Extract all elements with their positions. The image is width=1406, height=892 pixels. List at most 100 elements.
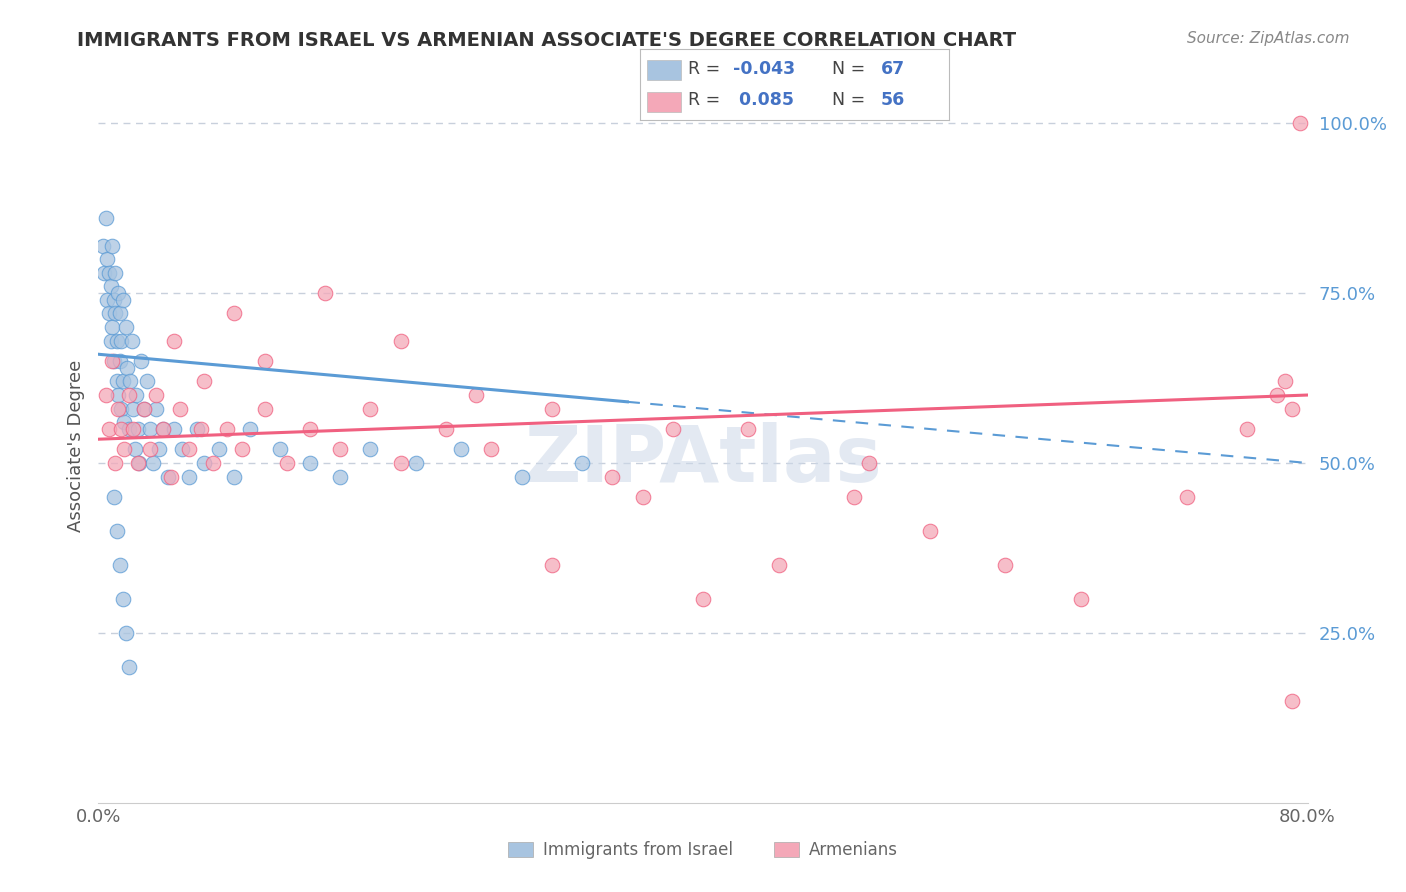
Point — [329, 469, 352, 483]
Point — [631, 490, 654, 504]
Point — [104, 306, 127, 320]
Point — [405, 456, 427, 470]
Point — [170, 442, 193, 457]
Point — [145, 401, 167, 416]
Text: IMMIGRANTS FROM ISRAEL VS ARMENIAN ASSOCIATE'S DEGREE CORRELATION CHART: IMMIGRANTS FROM ISRAEL VS ARMENIAN ASSOC… — [77, 31, 1017, 50]
Point — [101, 354, 124, 368]
Point — [110, 422, 132, 436]
Point — [737, 422, 759, 436]
Point — [101, 238, 124, 252]
Point — [94, 211, 117, 226]
Point — [768, 558, 790, 572]
Point — [224, 306, 246, 320]
Point — [314, 286, 336, 301]
Point — [122, 422, 145, 436]
Point — [120, 375, 142, 389]
Point — [239, 422, 262, 436]
Point — [103, 293, 125, 307]
Point — [360, 442, 382, 457]
Point — [115, 360, 138, 375]
Text: 67: 67 — [882, 60, 905, 78]
FancyBboxPatch shape — [647, 61, 682, 80]
Point — [118, 660, 141, 674]
Point — [145, 388, 167, 402]
Point — [434, 422, 457, 436]
Point — [1175, 490, 1198, 504]
Point — [918, 524, 941, 538]
Point — [208, 442, 231, 457]
Point — [360, 401, 382, 416]
Point — [105, 375, 128, 389]
Point — [104, 456, 127, 470]
Text: R =: R = — [688, 60, 725, 78]
Point — [103, 490, 125, 504]
Point — [190, 422, 212, 436]
Point — [661, 422, 683, 436]
Point — [858, 456, 880, 470]
Point — [510, 469, 533, 483]
Point — [91, 238, 114, 252]
Text: -0.043: -0.043 — [733, 60, 794, 78]
Point — [179, 469, 201, 483]
Point — [108, 354, 131, 368]
Point — [103, 354, 125, 368]
Point — [110, 334, 132, 348]
Point — [105, 524, 128, 538]
Point — [139, 422, 162, 436]
Text: N =: N = — [831, 60, 870, 78]
Point — [269, 442, 291, 457]
Text: ZIPAtlas: ZIPAtlas — [524, 422, 882, 499]
Text: R =: R = — [688, 92, 725, 110]
Point — [389, 456, 412, 470]
Point — [329, 442, 352, 457]
Point — [1267, 388, 1289, 402]
Point — [465, 388, 488, 402]
Point — [163, 334, 186, 348]
Point — [96, 252, 118, 266]
Point — [135, 375, 157, 389]
Point — [215, 422, 238, 436]
Point — [114, 626, 136, 640]
Point — [299, 456, 322, 470]
Point — [540, 558, 562, 572]
Point — [124, 442, 146, 457]
Point — [299, 422, 322, 436]
Legend: Immigrants from Israel, Armenians: Immigrants from Israel, Armenians — [501, 835, 905, 866]
Point — [152, 422, 174, 436]
Point — [112, 442, 135, 457]
Point — [100, 334, 122, 348]
Point — [93, 266, 115, 280]
Point — [844, 490, 866, 504]
Point — [156, 469, 179, 483]
Point — [540, 401, 562, 416]
Point — [1274, 375, 1296, 389]
Point — [101, 320, 124, 334]
Text: 0.085: 0.085 — [733, 92, 793, 110]
Point — [98, 266, 121, 280]
Point — [571, 456, 593, 470]
Point — [193, 456, 215, 470]
Point — [105, 334, 128, 348]
Point — [121, 334, 143, 348]
Point — [111, 293, 134, 307]
Point — [1236, 422, 1258, 436]
Point — [127, 422, 149, 436]
Point — [122, 401, 145, 416]
Y-axis label: Associate's Degree: Associate's Degree — [66, 359, 84, 533]
Point — [231, 442, 253, 457]
Point — [129, 354, 152, 368]
Point — [100, 279, 122, 293]
Point — [142, 456, 165, 470]
Point — [107, 401, 129, 416]
Point — [193, 375, 215, 389]
Point — [111, 591, 134, 606]
Point — [110, 401, 132, 416]
Point — [224, 469, 246, 483]
Point — [98, 306, 121, 320]
Point — [118, 388, 141, 402]
Point — [389, 334, 412, 348]
Point — [112, 415, 135, 429]
Point — [481, 442, 503, 457]
Point — [139, 442, 162, 457]
Text: 56: 56 — [882, 92, 905, 110]
